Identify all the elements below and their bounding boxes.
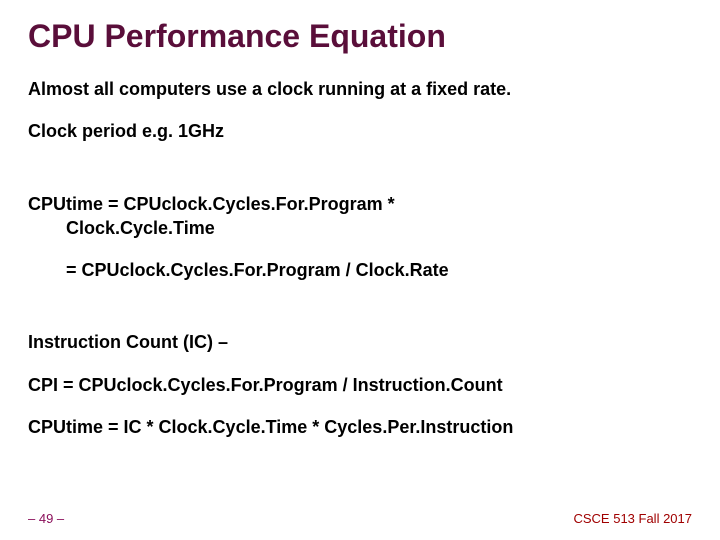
body-line-6: CPI = CPUclock.Cycles.For.Program / Inst… [28,373,692,397]
body-line-3b: Clock.Cycle.Time [28,216,692,240]
course-label: CSCE 513 Fall 2017 [573,511,692,526]
body-line-1: Almost all computers use a clock running… [28,77,692,101]
body-line-3a: CPUtime = CPUclock.Cycles.For.Program * [28,192,692,216]
body-line-5: Instruction Count (IC) – [28,330,692,354]
slide-footer: – 49 – CSCE 513 Fall 2017 [28,511,692,526]
body-line-4: = CPUclock.Cycles.For.Program / Clock.Ra… [28,258,692,282]
body-line-7: CPUtime = IC * Clock.Cycle.Time * Cycles… [28,415,692,439]
page-number: – 49 – [28,511,64,526]
body-line-2: Clock period e.g. 1GHz [28,119,692,143]
slide-title: CPU Performance Equation [28,18,692,55]
